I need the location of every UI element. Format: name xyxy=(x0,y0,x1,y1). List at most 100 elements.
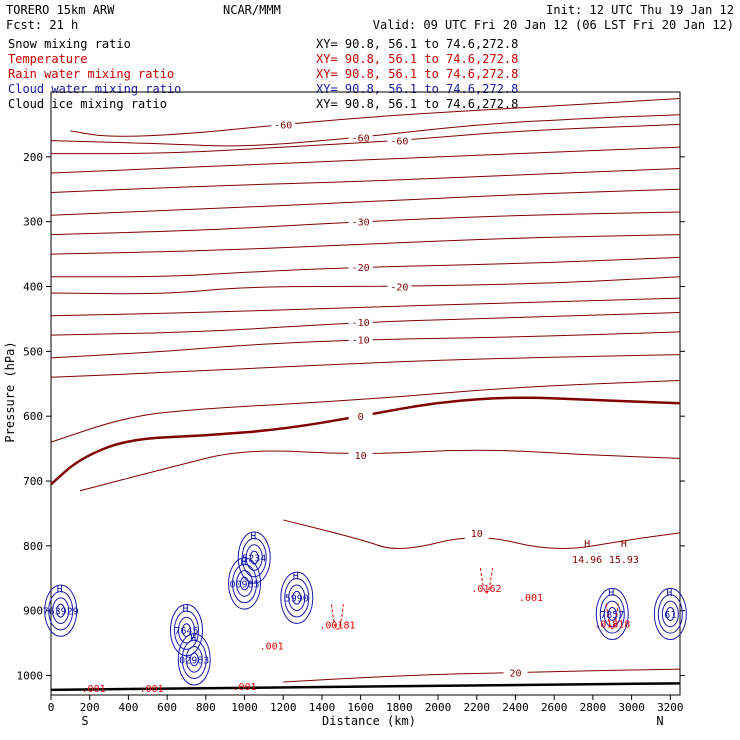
rain-contour xyxy=(330,604,344,630)
field-legend-name: Snow mixing ratio xyxy=(8,37,131,51)
isotherm-line xyxy=(50,396,681,486)
init-time: Init: 12 UTC Thu 19 Jan 12 xyxy=(546,3,734,17)
field-legend-name: Rain water mixing ratio xyxy=(8,67,174,81)
x-tick-label: 1000 xyxy=(231,701,258,714)
field-legend-xy: XY= 90.8, 56.1 to 74.6,272.8 xyxy=(316,82,518,96)
cloud-water-contour xyxy=(48,591,74,631)
y-tick-label: 600 xyxy=(23,410,43,423)
cloud-water-contour xyxy=(249,550,259,565)
isotherm-label: 10 xyxy=(355,451,367,462)
x-tick-label: 1200 xyxy=(270,701,297,714)
isotherm-line xyxy=(283,668,681,683)
cloud-water-contour xyxy=(52,597,70,625)
isotherm-label: -30 xyxy=(352,218,370,229)
isotherm-line xyxy=(50,354,681,378)
isotherm-label-bg xyxy=(348,333,373,346)
cloud-water-contour xyxy=(181,639,207,680)
isotherm-label: -60 xyxy=(352,133,370,144)
cloud-value-label: 7857 xyxy=(600,610,624,621)
cloud-water-contour xyxy=(241,537,267,578)
cloud-water-contour xyxy=(661,600,679,628)
isotherm-label-bg xyxy=(348,261,373,274)
cloud-water-contour xyxy=(603,600,621,628)
isotherm-label: -10 xyxy=(352,336,370,347)
x-end-right-label: N xyxy=(656,714,663,728)
x-tick-label: 2400 xyxy=(502,701,529,714)
x-tick-label: 2600 xyxy=(541,701,568,714)
y-tick-label: 1000 xyxy=(17,670,44,683)
temperature-isotherms: -60 -60 -60 -30 -20 -20 -10 -10 0 10 10 20 xyxy=(50,97,681,692)
isotherm-label: -20 xyxy=(390,283,408,294)
fields-legend: Snow mixing ratio XY= 90.8, 56.1 to 74.6,… xyxy=(8,37,518,111)
y-tick-label: 800 xyxy=(23,540,43,553)
rain-threshold-label: .001 xyxy=(519,593,543,604)
isotherm-line xyxy=(50,211,681,236)
isotherm-line xyxy=(50,168,681,193)
isotherm-line xyxy=(50,276,681,295)
y-tick-label: 900 xyxy=(23,605,43,618)
isotherm-label-bg xyxy=(348,449,373,462)
cloud-water-contour xyxy=(56,603,66,618)
field-legend-xy: XY= 90.8, 56.1 to 74.6,272.8 xyxy=(316,37,518,51)
isotherm-label: 20 xyxy=(509,668,521,679)
cloud-water-contour xyxy=(228,557,262,610)
x-tick-label: 400 xyxy=(118,701,138,714)
center-title: NCAR/MMM xyxy=(223,3,281,17)
model-title: TORERO 15km ARW xyxy=(6,3,115,17)
field-legend-xy: XY= 90.8, 56.1 to 74.6,272.8 xyxy=(316,67,518,81)
isotherm-label-bg xyxy=(348,316,373,329)
cloud-water-contour xyxy=(665,607,675,621)
cloud-water-contour xyxy=(236,570,254,597)
rain-value-label: .0162 xyxy=(471,584,501,595)
cloud-max-marker: H xyxy=(57,585,63,596)
temperature-max-marker: H xyxy=(621,539,627,550)
cloud-water-contour xyxy=(657,594,683,634)
cloud-water-contour xyxy=(607,607,617,621)
x-tick-label: 3000 xyxy=(618,701,645,714)
isotherm-line xyxy=(50,311,681,336)
rain-value-label: .01818 xyxy=(594,620,630,631)
y-tick-label: 500 xyxy=(23,345,43,358)
isotherm-line xyxy=(283,519,681,549)
cloud-water-contour xyxy=(595,587,629,641)
isotherm-line xyxy=(50,297,681,317)
isotherm-line xyxy=(51,123,681,155)
isotherm-line xyxy=(50,114,681,147)
cloud-max-marker: H xyxy=(182,604,188,615)
cloud-water-contour xyxy=(599,594,625,634)
field-legend-xy: XY= 90.8, 56.1 to 74.6,272.8 xyxy=(316,97,518,111)
isotherm-line xyxy=(50,331,681,359)
cloud-water-contour xyxy=(232,563,258,604)
x-tick-label: 3200 xyxy=(657,701,684,714)
x-tick-label: 600 xyxy=(157,701,177,714)
cloud-water-contour xyxy=(177,616,195,644)
rain-threshold-label: .001 xyxy=(82,684,106,695)
cloud-max-marker: H xyxy=(250,532,256,543)
temperature-max-label: 15.93 xyxy=(609,555,639,566)
cloud-water-contour xyxy=(292,590,302,605)
y-tick-label: 200 xyxy=(23,151,43,164)
rain-value-label: .00181 xyxy=(319,620,355,631)
isotherm-label-bg xyxy=(271,118,296,131)
rain-contour xyxy=(605,603,619,629)
rain-threshold-label: .001 xyxy=(140,684,164,695)
rain-threshold-label: .001 xyxy=(232,682,256,693)
isotherm-line xyxy=(51,256,681,278)
y-tick-label: 300 xyxy=(23,216,43,229)
isotherm-label: -60 xyxy=(274,120,292,131)
rain-contour xyxy=(479,567,493,594)
isotherm-label: -20 xyxy=(352,263,370,274)
cloud-value-label: 02983 xyxy=(179,655,209,666)
temperature-max-marker: H xyxy=(584,539,590,550)
field-legend-name: Cloud ice mixing ratio xyxy=(8,97,167,111)
x-tick-label: 0 xyxy=(48,701,55,714)
cloud-value-label: 5990 xyxy=(285,594,309,605)
isotherm-label-bg xyxy=(464,526,489,539)
x-tick-label: 2000 xyxy=(425,701,452,714)
x-tick-label: 2800 xyxy=(580,701,607,714)
x-tick-label: 1400 xyxy=(309,701,336,714)
cloud-water-contour xyxy=(284,578,310,618)
field-legend-name: Temperature xyxy=(8,52,87,66)
